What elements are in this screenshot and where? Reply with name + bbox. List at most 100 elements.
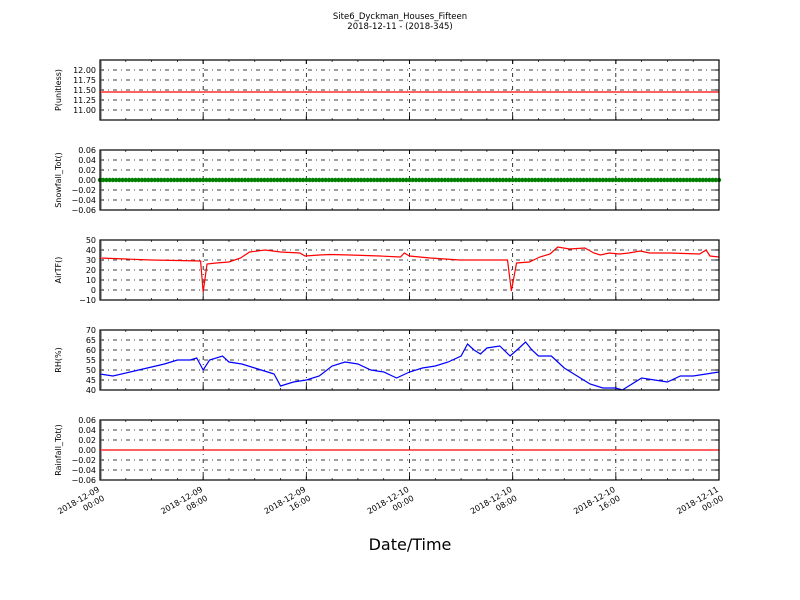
chart-title: Site6_Dyckman_Houses_Fifteen <box>333 12 467 22</box>
data-point <box>410 177 415 183</box>
data-point <box>694 177 699 183</box>
data-point <box>674 177 680 183</box>
data-point <box>587 177 593 183</box>
data-point <box>400 177 406 183</box>
y-tick-label: −0.02 <box>71 186 96 195</box>
y-tick-label: 70 <box>86 326 96 335</box>
data-point <box>300 177 306 183</box>
data-point <box>691 177 696 183</box>
data-point <box>310 177 315 183</box>
data-point <box>607 177 612 183</box>
y-tick-label: 50 <box>86 366 96 375</box>
data-point <box>562 177 567 183</box>
y-axis-label: AirTF() <box>54 257 63 284</box>
data-point <box>600 177 606 183</box>
data-point <box>423 177 428 183</box>
y-tick-label: 0.02 <box>78 436 96 445</box>
panel-snowfalltot: −0.06−0.04−0.020.000.020.040.06 Snowfall_… <box>54 146 722 215</box>
data-point <box>278 177 283 183</box>
data-point <box>117 177 122 183</box>
series-line <box>99 246 720 293</box>
data-point <box>407 177 412 183</box>
data-point <box>491 177 496 183</box>
data-point <box>574 177 580 183</box>
data-point <box>636 177 641 183</box>
data-point <box>288 177 293 183</box>
data-point <box>155 177 161 183</box>
data-point <box>478 177 483 183</box>
data-point <box>284 177 290 183</box>
data-point <box>136 177 141 183</box>
data-point <box>558 177 564 183</box>
data-point <box>313 177 319 183</box>
data-point <box>236 177 241 183</box>
data-point <box>123 177 128 183</box>
data-point <box>326 177 332 183</box>
y-tick-label: 30 <box>86 256 96 265</box>
y-tick-label: 11.00 <box>73 106 96 115</box>
data-point <box>555 177 561 183</box>
data-point <box>381 177 386 183</box>
data-point <box>378 177 383 183</box>
data-point <box>655 177 660 183</box>
data-point <box>429 177 435 183</box>
data-point <box>465 177 470 183</box>
data-point <box>246 177 251 183</box>
data-point <box>484 177 490 183</box>
y-tick-label: 0.04 <box>78 426 96 435</box>
data-point <box>184 177 190 183</box>
data-point <box>275 177 280 183</box>
data-point <box>171 177 177 183</box>
y-tick-label: 60 <box>86 346 96 355</box>
data-point <box>307 177 312 183</box>
data-point <box>355 177 361 183</box>
data-point <box>368 177 374 183</box>
data-point <box>207 177 212 183</box>
data-point <box>449 177 454 183</box>
data-point <box>523 177 528 183</box>
data-point <box>178 177 183 183</box>
y-tick-label: 0.00 <box>78 176 96 185</box>
data-point <box>494 177 499 183</box>
x-tick-label: 2018-12-1016:00 <box>572 485 622 525</box>
data-point <box>545 177 551 183</box>
data-point <box>255 177 261 183</box>
y-axis-label: P(unitless) <box>54 69 63 111</box>
data-point <box>462 177 467 183</box>
data-point <box>223 177 228 183</box>
data-point <box>526 177 531 183</box>
data-point <box>439 177 444 183</box>
y-tick-label: 45 <box>86 376 96 385</box>
data-point <box>204 177 209 183</box>
data-point <box>565 177 570 183</box>
data-point <box>458 177 464 183</box>
data-point <box>271 177 277 183</box>
data-point <box>658 177 664 183</box>
x-tick-label: 2018-12-1008:00 <box>469 485 519 525</box>
data-point <box>510 177 515 183</box>
plot-frame <box>99 329 720 391</box>
data-point <box>629 177 635 183</box>
data-point <box>197 177 203 183</box>
y-tick-label: 12.00 <box>73 66 96 75</box>
data-point <box>533 177 538 183</box>
data-point <box>229 177 235 183</box>
data-point <box>707 177 712 183</box>
data-point <box>258 177 264 183</box>
y-axis-label: Rainfall_Tot() <box>54 424 63 476</box>
data-point <box>571 177 577 183</box>
data-point <box>239 177 245 183</box>
y-tick-label: −0.02 <box>71 456 96 465</box>
data-point <box>168 177 174 183</box>
data-point <box>252 177 257 183</box>
y-axis-label: RH(%) <box>54 347 63 372</box>
data-point <box>133 177 138 183</box>
x-tick-label: 2018-12-1100:00 <box>675 485 725 525</box>
data-point <box>226 177 232 183</box>
data-point <box>436 177 441 183</box>
data-point <box>578 177 583 183</box>
plot-frame <box>99 149 720 211</box>
